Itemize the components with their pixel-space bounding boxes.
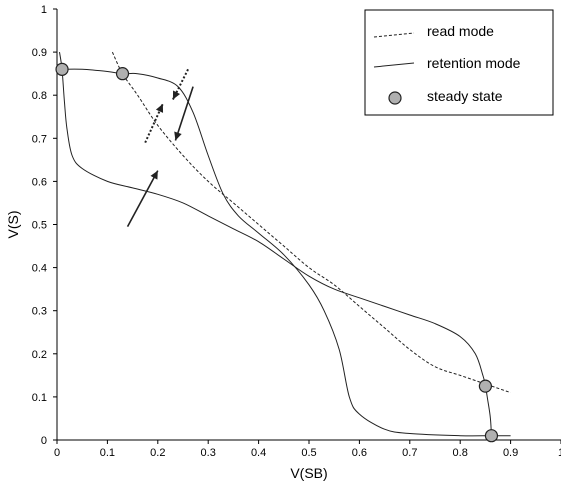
retention-mode-curve — [61, 68, 511, 437]
y-tick-label: 0.8 — [32, 90, 47, 102]
legend-read-mode-swatch — [373, 32, 415, 38]
x-tick-label: 0.1 — [100, 447, 115, 459]
y-tick-label: 0.2 — [32, 349, 47, 361]
arrowhead — [150, 170, 158, 180]
arrowhead — [174, 131, 182, 141]
x-tick-label: 0.5 — [301, 447, 316, 459]
x-tick-label: 0.6 — [352, 447, 367, 459]
x-tick-label: 0 — [54, 447, 60, 459]
dotted-arrow — [144, 103, 164, 144]
legend-retention-mode-label: retention mode — [427, 55, 521, 71]
steady-state-marker — [478, 379, 492, 393]
tick-layer: 0 0.1 0.2 0.3 0.4 0.5 0.6 0.7 0.8 0.9 1 0 0.1 0.2 0.3 0… — [32, 4, 561, 459]
x-tick-label: 0.4 — [251, 447, 266, 459]
steady-state-marker — [115, 67, 130, 81]
steady-state-markers — [55, 62, 499, 443]
y-axis-label: V(S) — [5, 211, 21, 239]
y-tick-label: 0.7 — [32, 133, 47, 145]
y-tick-label: 0.3 — [32, 306, 47, 318]
read-mode-curve — [111, 51, 511, 394]
y-tick-label: 0.9 — [32, 47, 47, 59]
x-tick-label: 0.8 — [453, 447, 468, 459]
legend: read mode retention mode steady state — [364, 9, 554, 116]
legend-steady-state-swatch — [388, 91, 402, 105]
arrowhead — [172, 90, 181, 100]
y-tick-label: 0.4 — [32, 263, 47, 275]
retention-mode-curve-mirror — [59, 52, 492, 436]
x-tick-label: 1 — [558, 447, 561, 459]
x-axis-label: V(SB) — [290, 465, 327, 481]
legend-steady-state-label: steady state — [427, 88, 503, 104]
arrowhead — [155, 103, 164, 113]
series-layer — [59, 51, 511, 437]
y-tick-label: 0.6 — [32, 176, 47, 188]
arrow-layer — [126, 68, 194, 228]
x-tick-label: 0.3 — [201, 447, 216, 459]
steady-state-marker — [484, 429, 499, 443]
x-tick-label: 0.7 — [402, 447, 417, 459]
steady-state-marker — [55, 62, 69, 76]
y-tick-label: 0 — [41, 435, 47, 447]
legend-retention-mode-swatch — [373, 62, 415, 68]
y-tick-label: 0.1 — [32, 392, 47, 404]
x-tick-label: 0.9 — [503, 447, 518, 459]
x-tick-label: 0.2 — [150, 447, 165, 459]
solid-arrow — [174, 86, 194, 141]
solid-arrow — [126, 170, 159, 228]
y-tick-label: 0.5 — [32, 220, 47, 232]
y-tick-label: 1 — [41, 4, 47, 16]
legend-read-mode-label: read mode — [427, 23, 494, 39]
